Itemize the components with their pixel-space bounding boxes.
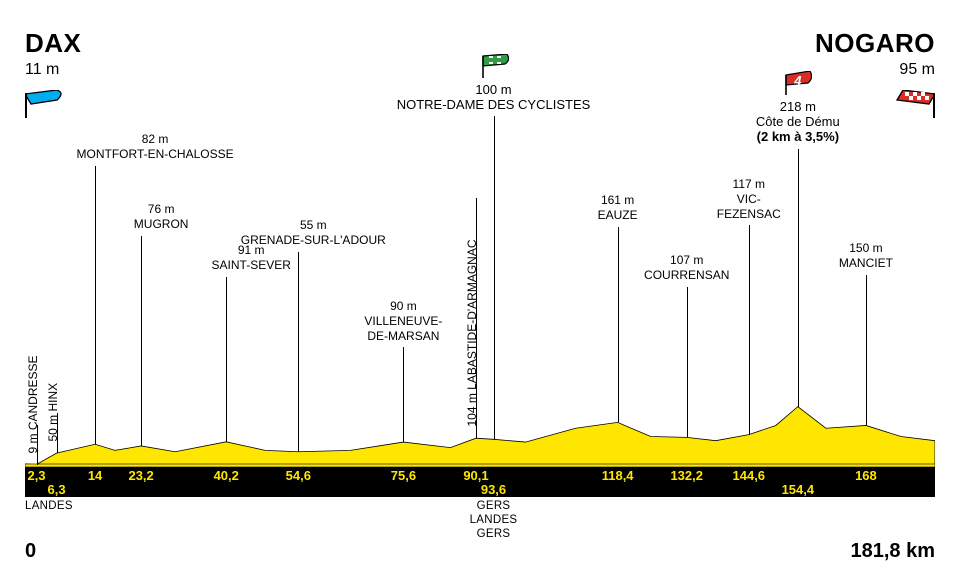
km-label: 6,3: [47, 482, 65, 497]
waypoint-label: 55 mGRENADE-SUR-L'ADOUR: [213, 218, 413, 248]
waypoint-label: 107 mCOURRENSAN: [632, 253, 742, 283]
cat4-climb: 4 218 m Côte de Dému (2 km à 3,5%): [728, 71, 868, 144]
start-block: DAX 11 m: [25, 28, 81, 79]
waypoint-label: 161 mEAUZE: [583, 193, 653, 223]
sprint-name: NOTRE-DAME DES CYCLISTES: [384, 97, 604, 112]
km-zero: 0: [25, 540, 36, 563]
stage-profile: DAX 11 m NOGARO 95 m 100 m NOTRE-DAME DE…: [0, 0, 960, 576]
waypoint-label: 82 mMONTFORT-EN-CHALOSSE: [45, 132, 265, 162]
start-elev: 11 m: [25, 61, 81, 79]
km-label: 168: [855, 468, 877, 483]
waypoint-label: 104 m LABASTIDE-D'ARMAGNAC: [465, 240, 480, 427]
km-label: 14: [88, 468, 102, 483]
waypoint-label: 9 m CANDRESSE: [26, 355, 41, 453]
waypoint-label: 150 mMANCIET: [821, 241, 911, 271]
cat4-name: Côte de Dému: [728, 114, 868, 129]
km-label: 40,2: [214, 468, 239, 483]
km-label: 144,6: [733, 468, 766, 483]
cat4-number: 4: [784, 73, 812, 88]
km-bar: 2,3 14 23,2 40,2 54,6 75,6 90,1 118,4 132,2 144,6…: [25, 467, 935, 497]
km-label: 54,6: [286, 468, 311, 483]
km-total: 181,8 km: [850, 540, 935, 563]
km-label: 93,6: [481, 482, 506, 497]
km-label: 132,2: [670, 468, 703, 483]
cat4-flag-icon: 4: [784, 71, 812, 95]
km-label: 23,2: [128, 468, 153, 483]
cat4-detail: (2 km à 3,5%): [728, 129, 868, 144]
km-label: 154,4: [782, 482, 815, 497]
region-label: LANDES: [470, 514, 518, 526]
km-label: 2,3: [27, 468, 45, 483]
waypoint-label: 50 m HINX: [46, 383, 61, 442]
region-label: LANDES: [25, 500, 73, 512]
km-label: 90,1: [463, 468, 488, 483]
finish-city: NOGARO: [815, 28, 935, 59]
km-label: 75,6: [391, 468, 416, 483]
waypoint-label: 90 mVILLENEUVE-DE-MARSAN: [348, 299, 458, 344]
sprint-flag-icon: [479, 54, 509, 78]
sprint-elev: 100 m: [384, 82, 604, 97]
region-label: GERS: [477, 528, 511, 540]
start-flag-icon: [25, 90, 65, 118]
start-city: DAX: [25, 28, 81, 59]
km-label: 118,4: [602, 468, 634, 483]
waypoint-label: 76 mMUGRON: [121, 202, 201, 232]
cat4-elev: 218 m: [728, 99, 868, 114]
finish-flag-icon: [895, 90, 935, 118]
region-label: GERS: [477, 500, 511, 512]
sprint-point: 100 m NOTRE-DAME DES CYCLISTES: [384, 54, 604, 112]
waypoint-label: 117 mVIC-FEZENSAC: [704, 177, 794, 222]
